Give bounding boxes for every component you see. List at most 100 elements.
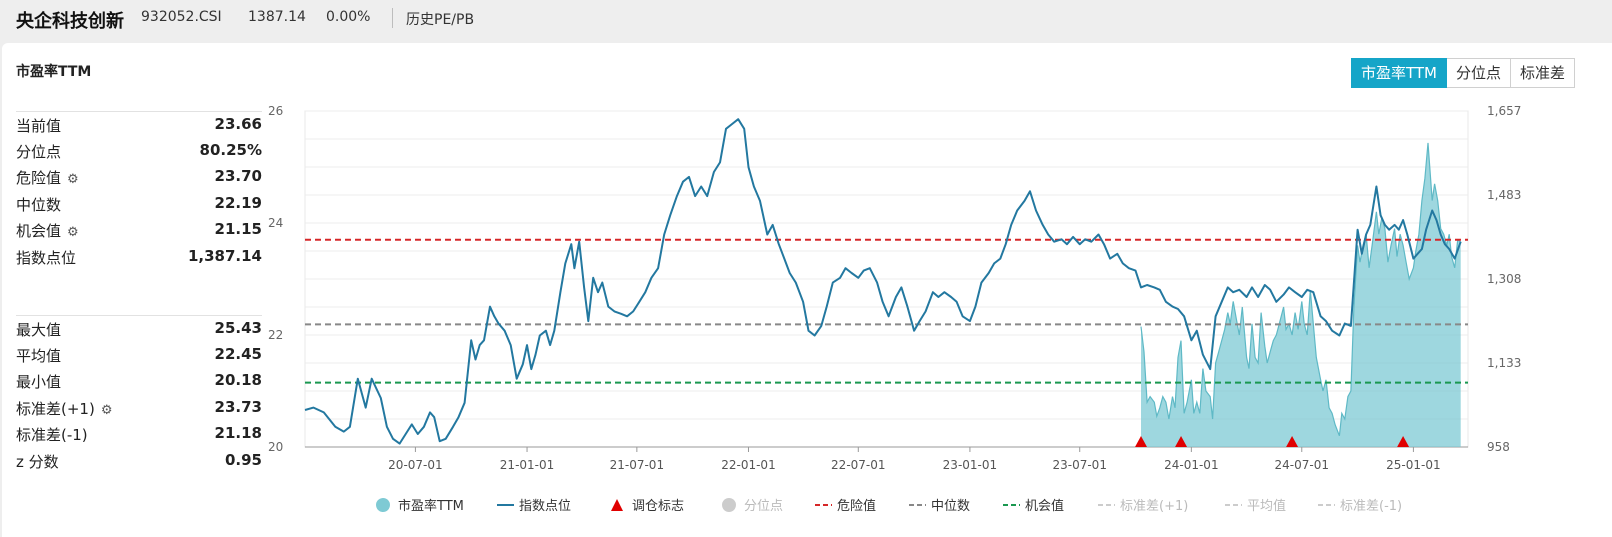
legend-label: 分位点 bbox=[744, 499, 783, 514]
index-change: 0.00% bbox=[326, 9, 371, 25]
y-right-tick-label: 1,657 bbox=[1487, 104, 1521, 118]
stat-value: 1,387.14 bbox=[187, 247, 262, 265]
gear-icon[interactable]: ⚙ bbox=[67, 172, 79, 188]
legend-circle-icon bbox=[722, 498, 736, 512]
chart-card: 市盈率TTM 市盈率TTM 分位点 标准差 当前值 23.66 分位点 80.25% 危… bbox=[2, 43, 1612, 537]
stat-row: 平均值 22.45 bbox=[16, 342, 262, 368]
stat-row: 当前值 23.66 bbox=[16, 111, 262, 138]
stat-value: 22.45 bbox=[214, 344, 262, 363]
index-level-line bbox=[304, 118, 1462, 445]
x-tick-label: 20-07-01 bbox=[388, 458, 442, 472]
legend-item[interactable]: 中位数 bbox=[909, 499, 970, 514]
stat-value: 22.19 bbox=[214, 193, 262, 212]
legend-label: 调仓标志 bbox=[632, 499, 684, 514]
tab-std-dev[interactable]: 标准差 bbox=[1511, 58, 1576, 88]
top-bar: 央企科技创新 932052.CSI 1387.14 0.00% 历史PE/PB bbox=[0, 0, 1612, 40]
history-pe-pb-link[interactable]: 历史PE/PB bbox=[406, 12, 475, 28]
index-name: 央企科技创新 bbox=[16, 11, 124, 32]
rebalance-marker bbox=[1175, 436, 1188, 447]
legend-label: 中位数 bbox=[931, 499, 970, 514]
legend-item[interactable]: 机会值 bbox=[1003, 498, 1064, 514]
y-right-tick-label: 1,483 bbox=[1487, 188, 1521, 202]
legend-label: 指数点位 bbox=[519, 499, 571, 514]
stat-row: 中位数 22.19 bbox=[16, 191, 262, 217]
legend-item[interactable]: 调仓标志 bbox=[611, 499, 684, 514]
stat-value: 23.73 bbox=[214, 397, 262, 416]
stat-value: 21.15 bbox=[214, 220, 262, 239]
stat-label: 最大值 bbox=[16, 321, 62, 339]
stat-value: 20.18 bbox=[214, 371, 262, 390]
y-left-tick-label: 24 bbox=[268, 216, 283, 230]
stat-label: 中位数 bbox=[16, 195, 62, 214]
panel-title: 市盈率TTM bbox=[16, 64, 92, 80]
y-right-tick-label: 1,133 bbox=[1487, 356, 1521, 370]
pe-ttm-area bbox=[1141, 142, 1461, 447]
x-tick-label: 23-07-01 bbox=[1052, 458, 1106, 472]
x-tick-label: 24-07-01 bbox=[1275, 458, 1329, 472]
legend-label: 市盈率TTM bbox=[398, 498, 464, 514]
stat-value: 21.18 bbox=[214, 424, 262, 443]
stat-label: 危险值 ⚙ bbox=[16, 169, 79, 188]
metric-toggle-group: 市盈率TTM 分位点 标准差 bbox=[1351, 58, 1576, 88]
pe-ttm-line bbox=[1140, 142, 1462, 437]
stat-row: 最小值 20.18 bbox=[16, 368, 262, 394]
y-left-tick-label: 20 bbox=[268, 440, 283, 454]
x-tick-label: 24-01-01 bbox=[1164, 458, 1218, 472]
rebalance-marker bbox=[1397, 436, 1410, 447]
stat-value: 23.70 bbox=[214, 167, 262, 186]
stat-label: 最小值 bbox=[16, 373, 62, 392]
legend-circle-icon bbox=[376, 498, 390, 512]
x-tick-label: 22-07-01 bbox=[831, 458, 885, 472]
y-left-tick-label: 22 bbox=[268, 328, 283, 342]
y-right-tick-label: 958 bbox=[1487, 440, 1510, 454]
legend-triangle-icon bbox=[611, 499, 623, 511]
stat-value: 80.25% bbox=[199, 140, 262, 159]
stat-row: 危险值 ⚙ 23.70 bbox=[16, 164, 262, 190]
stat-label: 机会值 ⚙ bbox=[16, 222, 79, 241]
y-left-tick-label: 26 bbox=[268, 104, 283, 118]
legend-label: 标准差(+1) bbox=[1120, 499, 1188, 514]
legend-item[interactable]: 指数点位 bbox=[497, 499, 571, 514]
rebalance-marker bbox=[1135, 436, 1148, 447]
stat-label: 平均值 bbox=[16, 346, 62, 365]
legend-label: 标准差(-1) bbox=[1340, 499, 1402, 514]
x-tick-label: 21-07-01 bbox=[610, 458, 664, 472]
stat-row: 机会值 ⚙ 21.15 bbox=[16, 217, 262, 243]
index-price: 1387.14 bbox=[248, 9, 306, 25]
header-divider bbox=[392, 8, 393, 28]
stat-row: z 分数 0.95 bbox=[16, 448, 262, 474]
index-code: 932052.CSI bbox=[141, 9, 222, 25]
x-tick-label: 23-01-01 bbox=[943, 458, 997, 472]
stat-value: 0.95 bbox=[224, 451, 262, 469]
stat-row: 最大值 25.43 bbox=[16, 315, 262, 342]
stat-row: 分位点 80.25% bbox=[16, 138, 262, 164]
legend-item[interactable]: 市盈率TTM bbox=[376, 498, 464, 514]
stat-label: 指数点位 bbox=[16, 249, 77, 267]
stat-label: 标准差(-1) bbox=[16, 426, 88, 445]
legend-label: 机会值 bbox=[1025, 498, 1064, 514]
stat-label: 分位点 bbox=[16, 142, 62, 161]
stat-row: 标准差(+1) ⚙ 23.73 bbox=[16, 395, 262, 421]
gear-icon[interactable]: ⚙ bbox=[67, 225, 79, 241]
legend-item[interactable]: 分位点 bbox=[722, 498, 783, 514]
stat-label: 当前值 bbox=[16, 117, 62, 135]
stat-value: 23.66 bbox=[214, 115, 262, 133]
stat-label: 标准差(+1) ⚙ bbox=[16, 399, 113, 418]
legend-item[interactable]: 危险值 bbox=[815, 498, 876, 514]
stat-value: 25.43 bbox=[214, 319, 262, 337]
legend-label: 平均值 bbox=[1247, 498, 1286, 514]
y-right-tick-label: 1,308 bbox=[1487, 272, 1521, 286]
legend-item[interactable]: 平均值 bbox=[1225, 498, 1286, 514]
stat-label: z 分数 bbox=[16, 453, 59, 471]
gear-icon[interactable]: ⚙ bbox=[100, 402, 113, 418]
rebalance-marker bbox=[1286, 436, 1299, 447]
x-tick-label: 25-01-01 bbox=[1386, 458, 1440, 472]
legend-item[interactable]: 标准差(-1) bbox=[1318, 499, 1402, 514]
legend-label: 危险值 bbox=[837, 498, 876, 514]
tab-pe-ttm[interactable]: 市盈率TTM bbox=[1351, 58, 1448, 88]
stat-row: 标准差(-1) 21.18 bbox=[16, 421, 262, 447]
legend-item[interactable]: 标准差(+1) bbox=[1098, 499, 1188, 514]
tab-percentile[interactable]: 分位点 bbox=[1447, 58, 1512, 88]
x-tick-label: 21-01-01 bbox=[500, 458, 554, 472]
